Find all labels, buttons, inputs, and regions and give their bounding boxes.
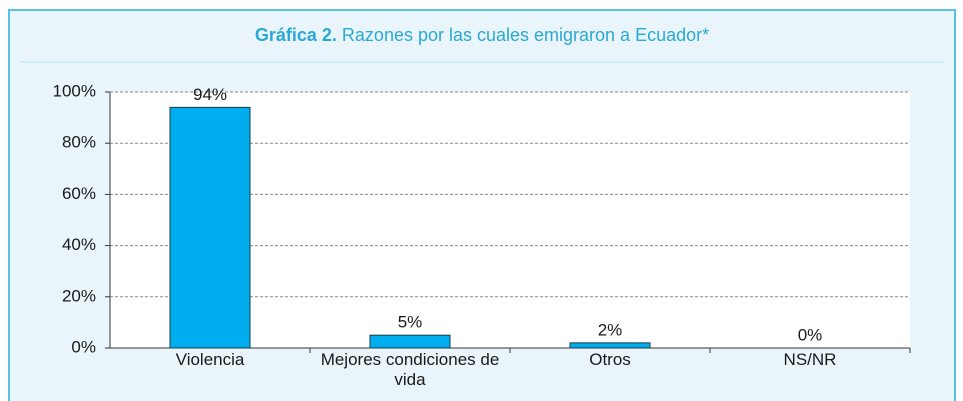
y-tick-label: 20% (62, 286, 96, 305)
x-tick-label: Violencia (175, 350, 245, 369)
value-label: 0% (798, 325, 823, 344)
x-tick-label: Otros (589, 350, 631, 369)
value-label: 94% (193, 85, 227, 104)
y-tick-label: 100% (53, 81, 96, 100)
bar (369, 334, 451, 349)
y-tick-label: 0% (71, 337, 96, 356)
title-number: Gráfica 2. (255, 25, 337, 45)
chart-title: Gráfica 2. Razones por las cuales emigrar… (255, 25, 709, 45)
bar (169, 106, 251, 349)
value-label: 2% (598, 320, 623, 339)
x-tick-label: Mejores condiciones de vida (320, 350, 500, 389)
value-label: 5% (398, 313, 423, 332)
bar (569, 342, 651, 349)
y-tick-label: 40% (62, 235, 96, 254)
x-tick-label: NS/NR (783, 350, 837, 369)
title-text: Razones por las cuales emigraron a Ecuad… (342, 25, 709, 45)
y-tick-label: 80% (62, 133, 96, 152)
y-tick-label: 60% (62, 184, 96, 203)
